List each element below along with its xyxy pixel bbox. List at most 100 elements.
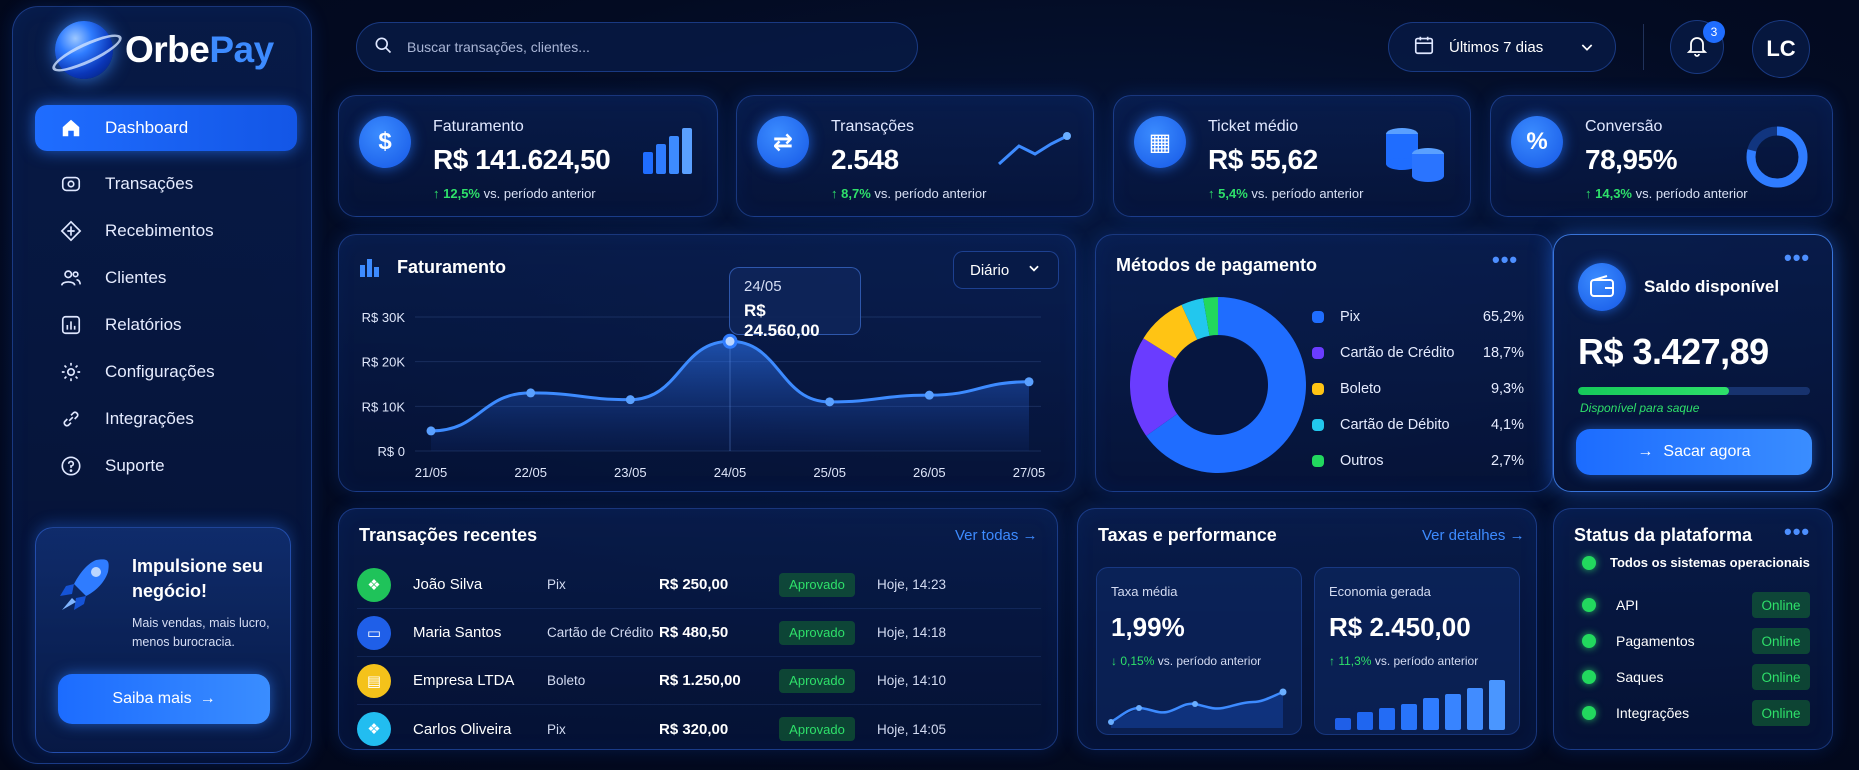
platform-status-card: Status da plataforma ••• Todos os sistem… <box>1553 508 1833 750</box>
data-point[interactable] <box>1024 377 1034 387</box>
legend-swatch <box>1312 311 1324 323</box>
donut-slice[interactable] <box>1130 338 1178 436</box>
sidebar: OrbePay Dashboard Transações Recebimento… <box>12 6 312 764</box>
more-options-icon[interactable]: ••• <box>1492 247 1519 272</box>
notifications-button[interactable]: 3 <box>1670 20 1725 74</box>
recent-transactions-card: Transações recentes Ver todas → ❖ João Si… <box>338 508 1058 750</box>
x-tick-label: 27/05 <box>1013 465 1046 480</box>
data-point[interactable] <box>426 426 436 436</box>
savings-bars <box>1335 680 1505 730</box>
x-tick-label: 22/05 <box>514 465 547 480</box>
notification-count-badge: 3 <box>1703 21 1725 43</box>
legend-label: Boleto <box>1340 381 1382 397</box>
payment-type-icon: ▤ <box>357 663 391 698</box>
date-range-select[interactable]: Últimos 7 dias <box>1388 22 1616 72</box>
table-row[interactable]: ❖ João Silva Pix R$ 250,00 Aprovado Hoje, 14:… <box>357 561 1041 609</box>
data-point[interactable] <box>825 397 835 407</box>
legend-item: Cartão de Crédito 18,7% <box>1312 335 1524 371</box>
sidebar-item-label: Recebimentos <box>105 221 214 240</box>
sidebar-item-label: Integrações <box>105 409 194 428</box>
help-icon <box>59 454 83 478</box>
more-options-icon[interactable]: ••• <box>1784 519 1811 544</box>
x-tick-label: 23/05 <box>614 465 647 480</box>
data-point[interactable] <box>924 390 934 400</box>
sidebar-item-clientes[interactable]: Clientes <box>35 255 297 301</box>
coins-icon <box>1382 126 1448 191</box>
user-avatar[interactable]: LC <box>1752 20 1810 78</box>
data-point[interactable] <box>722 333 738 349</box>
area-fill <box>431 341 1029 451</box>
transactions-title: Transações recentes <box>359 525 538 545</box>
sidebar-item-transacoes[interactable]: Transações <box>35 161 297 207</box>
timestamp: Hoje, 14:23 <box>877 577 947 592</box>
legend-value: 2,7% <box>1490 453 1524 469</box>
swap-icon: ⇄ <box>757 116 809 168</box>
view-all-link[interactable]: Ver todas → <box>955 527 1038 544</box>
payment-type-icon: ❖ <box>357 567 391 602</box>
data-point[interactable] <box>526 388 536 398</box>
sidebar-item-relatorios[interactable]: Relatórios <box>35 302 297 348</box>
savings-card: Economia gerada R$ 2.450,00 ↑ 11,3% vs. … <box>1314 567 1520 735</box>
reports-icon <box>59 313 83 337</box>
sidebar-item-label: Configurações <box>105 362 215 381</box>
donut-slice[interactable] <box>1143 304 1198 359</box>
donut-slice[interactable] <box>1146 297 1306 473</box>
balance-progress-bar <box>1578 387 1810 395</box>
fees-title: Taxas e performance <box>1098 525 1277 545</box>
sub-change: ↓ 0,15% vs. período anterior <box>1111 654 1262 668</box>
customer-name: Empresa LTDA <box>413 672 515 689</box>
sidebar-item-suporte[interactable]: Suporte <box>35 443 297 489</box>
chart-tooltip: 24/05 R$ 24.560,00 <box>729 267 861 340</box>
status-row-api: API Online <box>1582 591 1810 619</box>
withdraw-button[interactable]: → Sacar agora <box>1576 429 1812 475</box>
donut-slice[interactable] <box>1181 298 1210 340</box>
amount: R$ 320,00 <box>659 720 729 738</box>
legend-swatch <box>1312 383 1324 395</box>
sidebar-item-label: Dashboard <box>105 118 189 137</box>
arrow-right-icon: → <box>199 690 216 707</box>
x-tick-label: 26/05 <box>913 465 946 480</box>
table-row[interactable]: ▤ Empresa LTDA Boleto R$ 1.250,00 Aprovado Ho… <box>357 657 1041 705</box>
y-tick-label: R$ 20K <box>362 355 406 370</box>
sidebar-item-dashboard[interactable]: Dashboard <box>35 105 297 151</box>
dollar-icon: $ <box>359 116 411 168</box>
legend-label: Pix <box>1340 309 1361 325</box>
promo-card: Impulsione seu negócio! Mais vendas, mai… <box>35 527 291 753</box>
amount: R$ 1.250,00 <box>659 672 741 689</box>
status-dot <box>1582 555 1596 570</box>
status-row-integracoes: Integrações Online <box>1582 699 1810 727</box>
sidebar-item-recebimentos[interactable]: Recebimentos <box>35 208 297 254</box>
more-options-icon[interactable]: ••• <box>1784 245 1811 270</box>
balance-card: ••• Saldo disponível R$ 3.427,89 Disponí… <box>1553 234 1833 492</box>
data-point[interactable] <box>625 395 635 405</box>
sidebar-item-integracoes[interactable]: Integrações <box>35 396 297 442</box>
receipt-icon: ▦ <box>1134 116 1186 168</box>
table-row[interactable]: ❖ Carlos Oliveira Pix R$ 320,00 Aprovado Hoje… <box>357 705 1041 753</box>
payment-methods-title: Métodos de pagamento <box>1116 255 1318 275</box>
withdraw-label: Sacar agora <box>1663 443 1751 460</box>
amount: R$ 250,00 <box>659 576 729 593</box>
fees-performance-card: Taxas e performance Ver detalhes → Taxa … <box>1077 508 1537 750</box>
stat-value: R$ 55,62 <box>1208 144 1318 175</box>
learn-more-button[interactable]: Saiba mais → <box>58 674 270 724</box>
table-row[interactable]: ▭ Maria Santos Cartão de Crédito R$ 480,50 A… <box>357 609 1041 657</box>
brand-logo[interactable]: OrbePay <box>55 21 274 79</box>
customer-name: João Silva <box>413 576 483 593</box>
status-title: Status da plataforma <box>1574 525 1753 545</box>
balance-label: Saldo disponível <box>1644 277 1780 296</box>
period-label: Diário <box>970 261 1010 279</box>
view-details-link[interactable]: Ver detalhes → <box>1422 527 1525 544</box>
sidebar-item-label: Suporte <box>105 456 165 475</box>
donut-slice[interactable] <box>1203 297 1218 336</box>
ring-chart-icon <box>1744 124 1810 195</box>
status-dot <box>1582 634 1596 648</box>
status-row-pagamentos: Pagamentos Online <box>1582 627 1810 655</box>
revenue-area-chart: R$ 0 R$ 10K R$ 20K R$ 30K 21/05 22/05 23/05 24/… <box>362 310 1046 480</box>
search-bar[interactable] <box>356 22 918 72</box>
donut-hole <box>1169 336 1267 434</box>
receipts-icon <box>59 219 83 243</box>
balance-value: R$ 3.427,89 <box>1578 331 1769 372</box>
period-select[interactable]: Diário <box>953 251 1059 289</box>
search-input[interactable] <box>407 39 867 55</box>
sidebar-item-configuracoes[interactable]: Configurações <box>35 349 297 395</box>
